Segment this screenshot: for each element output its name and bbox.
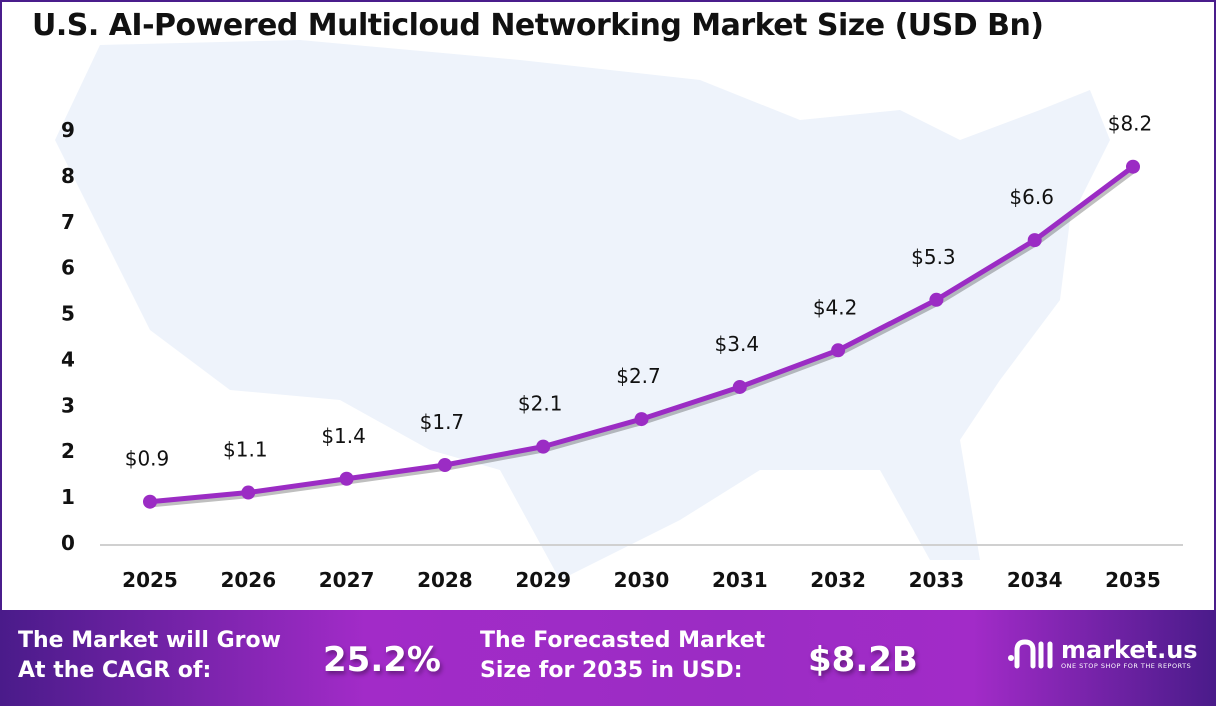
x-tick-label: 2031 [712, 568, 768, 592]
data-point [732, 379, 747, 394]
x-tick-label: 2033 [909, 568, 965, 592]
x-tick-label: 2034 [1007, 568, 1063, 592]
data-label: $1.7 [420, 410, 465, 434]
data-label: $8.2 [1108, 112, 1153, 136]
forecast-label-line2: Size for 2035 in USD: [480, 658, 743, 683]
data-label: $0.9 [125, 447, 170, 471]
x-tick-label: 2028 [417, 568, 473, 592]
cagr-value: 25.2% [323, 640, 441, 680]
x-tick-label: 2032 [810, 568, 866, 592]
data-label: $6.6 [1009, 185, 1054, 209]
forecast-value: $8.2B [808, 640, 918, 680]
data-label: $4.2 [813, 295, 858, 319]
y-tick-label: 5 [61, 302, 75, 326]
data-label: $1.4 [321, 424, 366, 448]
y-tick-label: 7 [61, 210, 75, 234]
x-tick-label: 2029 [515, 568, 571, 592]
y-tick-label: 9 [61, 118, 75, 142]
data-point [929, 292, 944, 307]
y-tick-label: 0 [61, 531, 75, 555]
data-point [1126, 159, 1140, 174]
data-label: $5.3 [911, 245, 956, 269]
y-tick-label: 3 [61, 393, 75, 417]
logo-tagline: ONE STOP SHOP FOR THE REPORTS [1061, 662, 1192, 670]
data-point [1027, 233, 1042, 248]
y-tick-label: 6 [61, 256, 75, 280]
data-point [241, 485, 256, 500]
data-point [831, 343, 846, 358]
x-tick-label: 2030 [614, 568, 670, 592]
y-tick-label: 2 [61, 439, 75, 463]
data-label: $2.1 [518, 392, 563, 416]
data-point [339, 471, 354, 486]
x-tick-label: 2027 [319, 568, 375, 592]
data-point [143, 494, 157, 509]
data-point [634, 412, 649, 427]
market-us-logo: market.us ONE STOP SHOP FOR THE REPORTS [1005, 636, 1198, 672]
data-point [437, 457, 452, 472]
logo-mark-icon [1008, 639, 1053, 669]
data-point [536, 439, 551, 454]
us-map-background [55, 40, 1110, 580]
data-label: $1.1 [223, 438, 268, 462]
y-tick-label: 4 [61, 347, 75, 371]
y-tick-label: 1 [61, 485, 75, 509]
logo-name: market.us [1061, 636, 1198, 664]
line-chart: 0 1 2 3 4 5 6 7 8 9 2025 2026 2027 2028 2029 2030 2031 20… [55, 40, 1183, 592]
x-tick-label: 2026 [220, 568, 276, 592]
data-label: $2.7 [616, 364, 661, 388]
cagr-label-line2: At the CAGR of: [18, 658, 212, 683]
y-tick-label: 8 [61, 164, 75, 188]
forecast-label-line1: The Forecasted Market [480, 628, 766, 653]
x-tick-label: 2035 [1105, 568, 1161, 592]
x-tick-label: 2025 [122, 568, 178, 592]
data-label: $3.4 [715, 332, 760, 356]
summary-banner: The Market will Grow At the CAGR of: 25.… [0, 610, 1216, 706]
chart-title: U.S. AI-Powered Multicloud Networking Ma… [32, 8, 1044, 43]
cagr-label-line1: The Market will Grow [18, 628, 281, 653]
